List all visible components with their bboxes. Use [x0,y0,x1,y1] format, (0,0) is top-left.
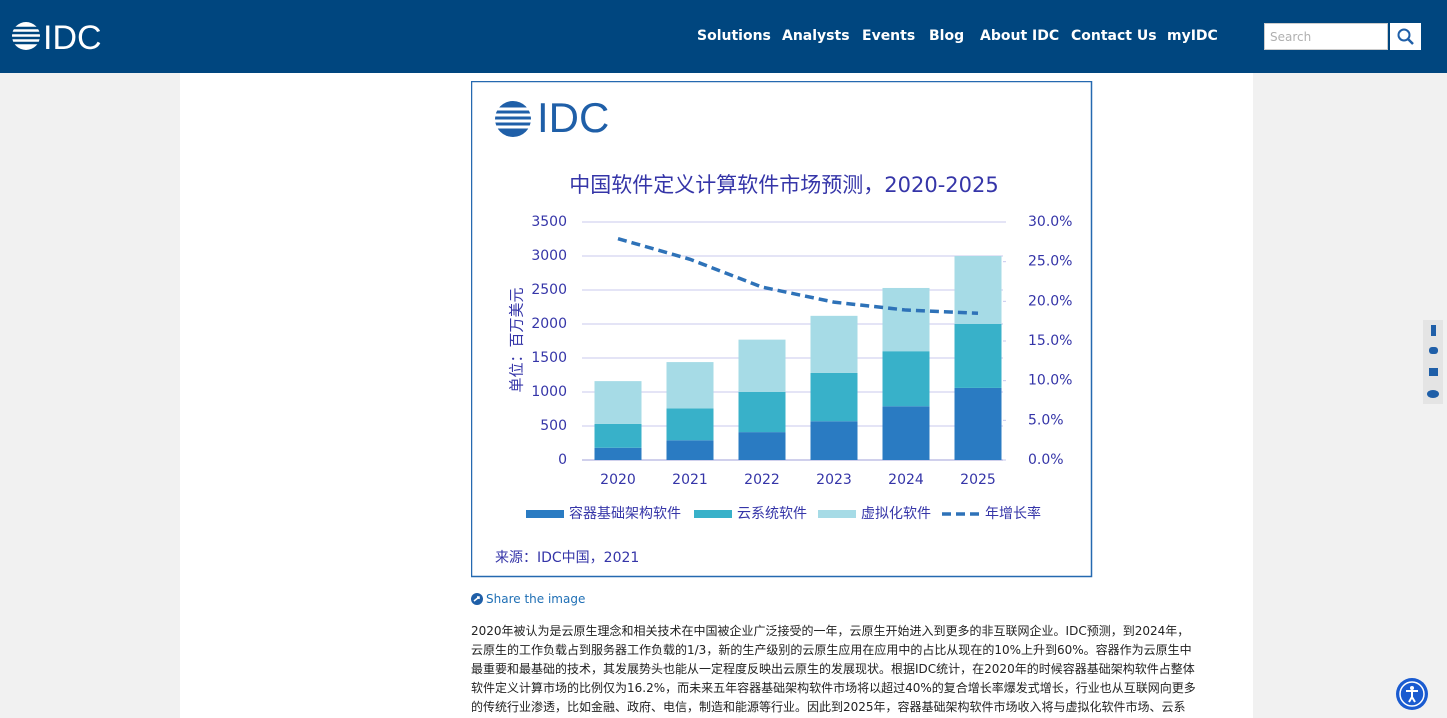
share-link[interactable]: Share the image [486,592,586,606]
article-line: 的传统行业渗透，比如金融、政府、电信，制造和能源等行业。因此到2025年，容器基… [471,700,1186,714]
chart-title: 中国软件定义计算软件市场预测，2020-2025 [569,173,998,197]
y2-tick-label: 0.0% [1028,452,1064,468]
bar-segment [594,447,642,460]
y2-tick-label: 30.0% [1028,214,1072,230]
wechat-icon[interactable] [1427,390,1439,398]
bar-segment [666,362,714,409]
legend-label: 年增长率 [985,505,1041,522]
legend-label: 虚拟化软件 [861,506,931,522]
chart-source: 来源：IDC中国，2021 [495,550,639,566]
nav-link[interactable]: Contact Us [1071,28,1157,44]
y-tick-label: 3000 [531,248,567,264]
x-tick-label: 2020 [600,472,636,488]
bar-segment [666,440,714,460]
logo-text: IDC [43,19,102,55]
nav-link[interactable]: Blog [929,28,965,44]
y-axis-label: 单位：百万美元 [508,287,526,392]
article-line: 软件定义计算市场的比例仅为16.2%，而未来五年容器基础架构软件市场将以超过40… [471,681,1196,695]
linkedin-icon[interactable] [1429,368,1438,376]
bar-segment [810,421,858,460]
bar-segment [954,387,1002,460]
y-tick-label: 2500 [531,282,567,298]
y-tick-label: 2000 [531,316,567,332]
bar-segment [810,372,858,422]
bar-segment [882,287,930,352]
nav-link[interactable]: About IDC [980,28,1060,44]
facebook-icon[interactable] [1431,325,1436,336]
twitter-icon[interactable] [1429,347,1438,354]
y2-tick-label: 5.0% [1028,412,1064,428]
legend-swatch [818,510,856,518]
search-input[interactable]: Search [1264,23,1388,50]
article-line: 最重要和最基础的技术，其发展势头也能从一定程度反映出云原生的发展现状。根据IDC… [471,662,1195,676]
nav-link[interactable]: Analysts [782,28,850,44]
bar-segment [954,324,1002,388]
x-tick-label: 2021 [672,472,708,488]
share-icon [471,593,483,605]
y2-tick-label: 15.0% [1028,333,1072,349]
bar-segment [882,351,930,407]
bar-segment [594,423,642,448]
bar-segment [738,339,786,392]
y2-tick-label: 25.0% [1028,254,1072,270]
x-tick-label: 2025 [960,472,996,488]
article-line: 云原生的工作负载占到服务器工作负载的1/3，新的生产级别的云原生应用在应用中的占… [471,643,1192,657]
nav-link[interactable]: Solutions [697,28,771,44]
legend-label: 云系统软件 [737,506,807,522]
legend-swatch [526,510,564,518]
y-tick-label: 0 [558,452,567,468]
logo-stripes [12,26,40,45]
bar-segment [738,432,786,460]
y-tick-label: 3500 [531,214,567,230]
logo-globe [12,22,40,50]
accessibility-button[interactable] [1395,677,1429,711]
nav-link[interactable]: myIDC [1167,28,1218,44]
growth-line [617,236,979,315]
site-logo[interactable]: IDC [12,19,112,55]
y2-tick-label: 20.0% [1028,293,1072,309]
header: IDC Solutions Analysts Events Blog About… [0,0,1447,73]
chart-logo: IDC [493,94,609,141]
y-tick-label: 1500 [531,350,567,366]
y-tick-label: 500 [540,418,567,434]
article-line: 2020年被认为是云原生理念和相关技术在中国被企业广泛接受的一年，云原生开始进入… [471,624,1190,638]
bar-segment [810,315,858,373]
y2-tick-label: 10.0% [1028,373,1072,389]
bar-segment [666,408,714,441]
x-tick-label: 2022 [744,472,780,488]
chart-logo-text: IDC [537,94,609,141]
x-tick-label: 2023 [816,472,852,488]
legend-label: 容器基础架构软件 [569,505,681,522]
bar-segment [738,392,786,433]
y-tick-label: 1000 [531,384,567,400]
bar-segment [882,406,930,460]
bar-segment [594,381,642,424]
nav-link[interactable]: Events [862,28,916,44]
search-button[interactable] [1390,23,1421,50]
x-tick-label: 2024 [888,472,924,488]
social-icons [1423,320,1443,404]
chart: IDC 中国软件定义计算软件市场预测，2020-2025 单位：百万美元 来源：… [471,81,1093,578]
legend-swatch [694,510,732,518]
